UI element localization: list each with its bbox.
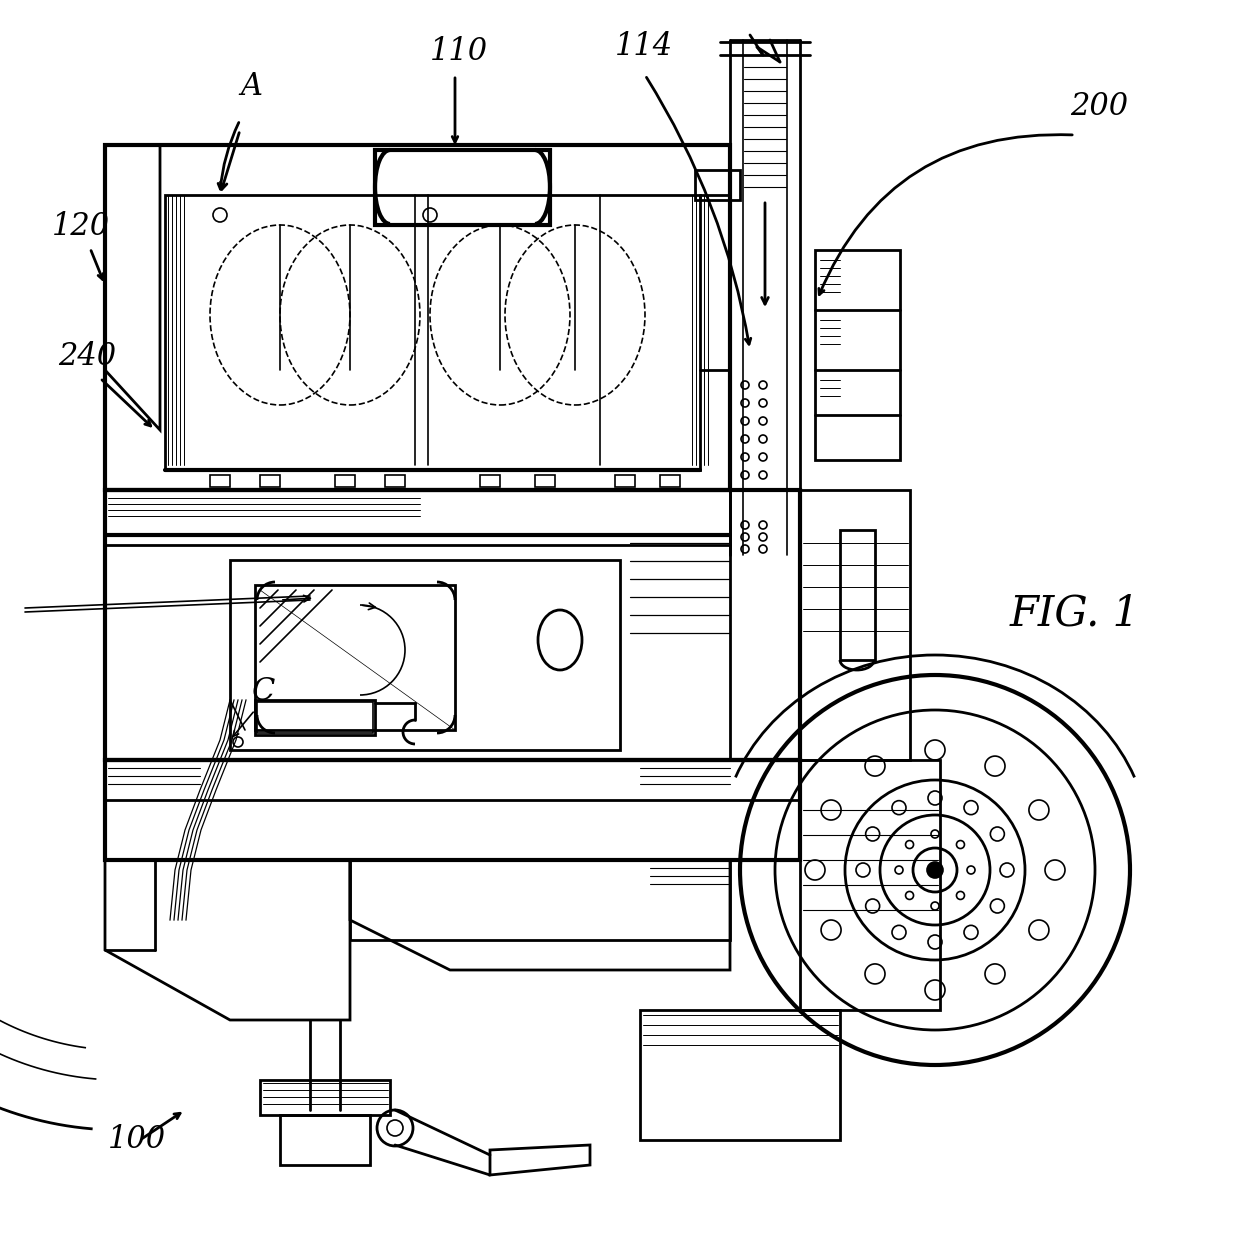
Bar	[615, 475, 635, 487]
Bar	[257, 702, 373, 733]
Bar	[800, 759, 940, 1011]
Text: 240: 240	[58, 341, 117, 372]
Text: 114: 114	[615, 31, 673, 62]
Circle shape	[928, 861, 942, 878]
Bar	[165, 195, 701, 470]
Bar	[255, 700, 374, 735]
Bar	[839, 530, 875, 660]
Text: C: C	[252, 676, 275, 707]
Bar	[260, 1080, 391, 1115]
Bar	[210, 475, 229, 487]
Bar	[350, 860, 730, 940]
Bar	[640, 1011, 839, 1140]
Bar	[815, 250, 900, 460]
Bar	[280, 1115, 370, 1165]
Text: 100: 100	[108, 1124, 166, 1155]
Text: 200: 200	[1070, 91, 1128, 122]
Bar	[260, 475, 280, 487]
Text: 120: 120	[52, 211, 110, 242]
Bar	[374, 150, 551, 225]
Bar	[105, 490, 800, 759]
Bar	[800, 490, 910, 759]
Bar	[384, 475, 405, 487]
Bar	[105, 759, 800, 860]
Bar	[335, 475, 355, 487]
Text: 110: 110	[430, 36, 489, 67]
Bar	[229, 561, 620, 750]
Text: FIG. 1: FIG. 1	[1011, 592, 1140, 634]
Bar	[534, 475, 556, 487]
Bar	[660, 475, 680, 487]
Bar	[255, 585, 455, 730]
Bar	[694, 170, 740, 200]
Text: A: A	[241, 71, 262, 102]
Bar	[105, 145, 730, 490]
Bar	[480, 475, 500, 487]
